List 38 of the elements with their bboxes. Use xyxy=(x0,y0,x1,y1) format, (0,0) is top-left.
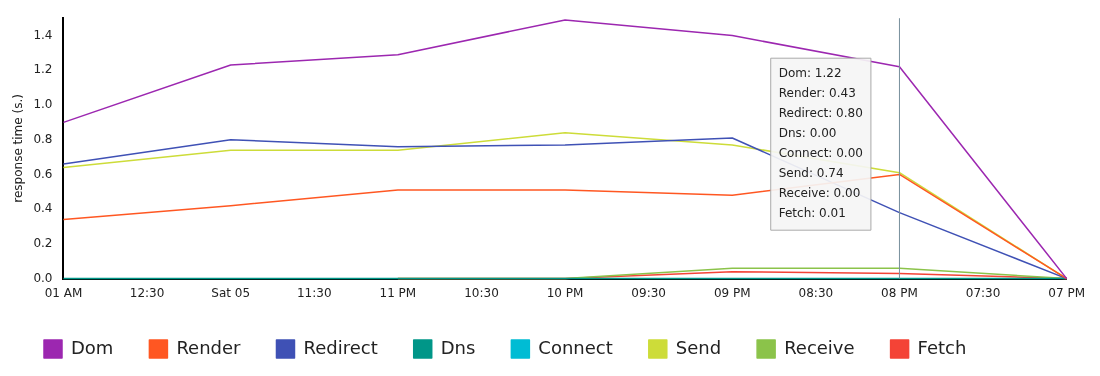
y-tick-label: 0.0 xyxy=(33,270,53,285)
y-tick-label: 1.2 xyxy=(33,62,53,77)
x-tick-label: 08 PM xyxy=(881,285,918,300)
legend-label: Redirect xyxy=(303,336,378,358)
annotation: Connect: 0.00 xyxy=(778,146,863,161)
annotation: Render: 0.43 xyxy=(778,86,856,101)
x-tick-label: 11:30 xyxy=(296,285,332,300)
legend-label: Connect xyxy=(538,336,613,358)
annotation: Redirect: 0.80 xyxy=(778,106,863,121)
y-axis-title: response time (s.) xyxy=(11,94,26,203)
x-tick-label: 09:30 xyxy=(631,285,666,300)
legend-label: Fetch xyxy=(917,336,967,358)
annotation: Dns: 0.00 xyxy=(778,126,837,141)
x-tick-label: 07:30 xyxy=(965,285,1001,300)
y-tick-label: 0.4 xyxy=(33,201,53,216)
legend-label: Receive xyxy=(784,336,855,358)
y-tick-label: 0.6 xyxy=(33,166,53,181)
x-tick-label: 01 AM xyxy=(44,285,83,300)
annotation: Receive: 0.00 xyxy=(778,186,861,201)
legend-label: Dom xyxy=(71,336,114,358)
x-tick-label: 09 PM xyxy=(713,285,751,300)
legend-label: Render xyxy=(176,336,242,358)
legend-label: Send xyxy=(675,336,722,358)
annotation: Send: 0.74 xyxy=(778,166,844,181)
x-tick-label: 11 PM xyxy=(379,285,417,300)
annotation: Dom: 1.22 xyxy=(778,66,842,81)
y-tick-label: 1.0 xyxy=(33,97,53,112)
x-tick-label: 10 PM xyxy=(546,285,584,300)
y-tick-label: 1.4 xyxy=(33,27,53,42)
legend-label: Dns xyxy=(440,336,476,358)
annotation: Fetch: 0.01 xyxy=(778,206,846,221)
x-tick-label: 12:30 xyxy=(129,285,165,300)
x-tick-label: Sat 05 xyxy=(211,285,251,300)
x-tick-label: 10:30 xyxy=(464,285,499,300)
y-tick-label: 0.2 xyxy=(33,236,53,251)
x-tick-label: 07 PM xyxy=(1048,285,1086,300)
x-tick-label: 08:30 xyxy=(798,285,834,300)
y-tick-label: 0.8 xyxy=(33,131,53,146)
